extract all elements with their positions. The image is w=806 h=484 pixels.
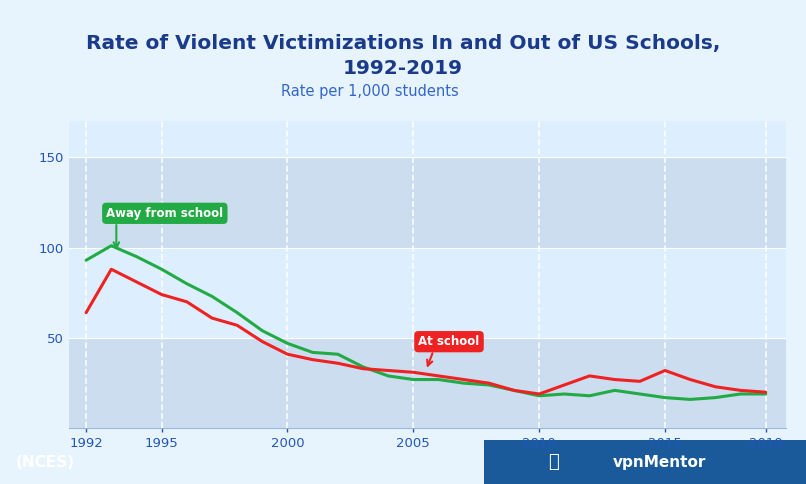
Text: vpnMentor: vpnMentor bbox=[613, 455, 706, 469]
Bar bbox=[69, 247, 786, 338]
Text: Ⓖ: Ⓖ bbox=[548, 453, 559, 471]
FancyBboxPatch shape bbox=[484, 440, 806, 484]
Text: (NCES): (NCES) bbox=[16, 455, 75, 469]
Bar bbox=[69, 121, 786, 157]
Bar bbox=[69, 338, 786, 428]
Text: Away from school: Away from school bbox=[106, 207, 223, 220]
Text: At school: At school bbox=[418, 335, 480, 348]
Bar bbox=[69, 157, 786, 247]
Text: Rate per 1,000 students: Rate per 1,000 students bbox=[281, 85, 459, 100]
Text: Rate of Violent Victimizations In and Out of US Schools,
1992-2019: Rate of Violent Victimizations In and Ou… bbox=[85, 34, 721, 78]
